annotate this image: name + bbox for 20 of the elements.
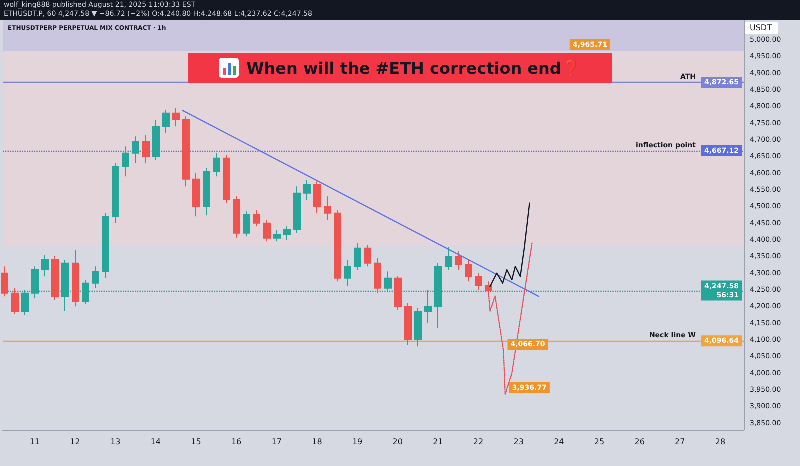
x-tick-label: 22 (473, 438, 484, 446)
x-tick-label: 11 (30, 438, 40, 446)
text: When will the #ETH correction end❓ (246, 58, 582, 78)
x-tick-label: 15 (191, 438, 202, 446)
x-tick-label: 13 (110, 438, 121, 446)
x-tick-label: 16 (231, 438, 242, 446)
x-tick-label: 12 (70, 438, 80, 446)
x-tick-label: 27 (675, 438, 686, 446)
x-tick-label: 26 (634, 438, 645, 446)
x-tick-label: 21 (433, 438, 444, 446)
x-tick-label: 25 (594, 438, 605, 446)
x-tick-label: 17 (272, 438, 282, 446)
x-tick-label: 18 (312, 438, 322, 446)
x-tick-label: 28 (715, 438, 726, 446)
x-tick-label: 24 (554, 438, 564, 446)
x-tick-label: 23 (514, 438, 524, 446)
x-tick-label: 14 (150, 438, 161, 446)
x-tick-label: 20 (392, 438, 403, 446)
x-tick-label: 19 (352, 438, 363, 446)
y-axis-title: USDT (750, 24, 772, 32)
